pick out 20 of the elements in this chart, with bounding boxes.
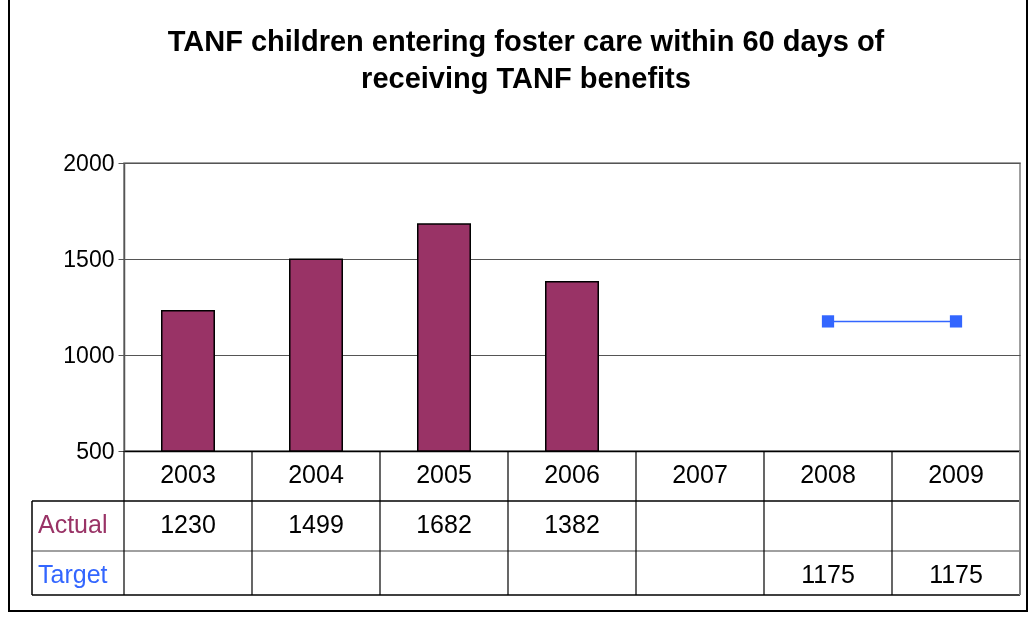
x-tick-label: 2004 <box>288 459 344 488</box>
x-tick-label: 2008 <box>800 459 856 488</box>
data-label: 1499 <box>288 510 344 538</box>
data-label: 1175 <box>801 560 855 588</box>
text: Actual <box>38 510 108 538</box>
data-label: 1682 <box>416 510 472 538</box>
data-label: 1230 <box>160 510 216 538</box>
y-tick-label: 1000 <box>63 341 115 368</box>
y-tick-label: 2000 <box>63 149 115 176</box>
x-tick-label: 2009 <box>928 459 984 488</box>
y-tick-label: 500 <box>76 437 115 464</box>
chart-title: TANF children entering foster care within 60 days of receiving TANF benefits <box>167 25 885 94</box>
x-tick-label: 2007 <box>672 459 728 488</box>
x-tick-label: 2005 <box>416 459 472 488</box>
x-tick-label: 2006 <box>544 459 600 488</box>
data-label: 1382 <box>544 510 600 538</box>
x-tick-label: 2003 <box>160 459 216 488</box>
y-tick-label: 1500 <box>63 245 115 272</box>
data-label: 1175 <box>929 560 983 588</box>
text: Target <box>38 560 108 588</box>
